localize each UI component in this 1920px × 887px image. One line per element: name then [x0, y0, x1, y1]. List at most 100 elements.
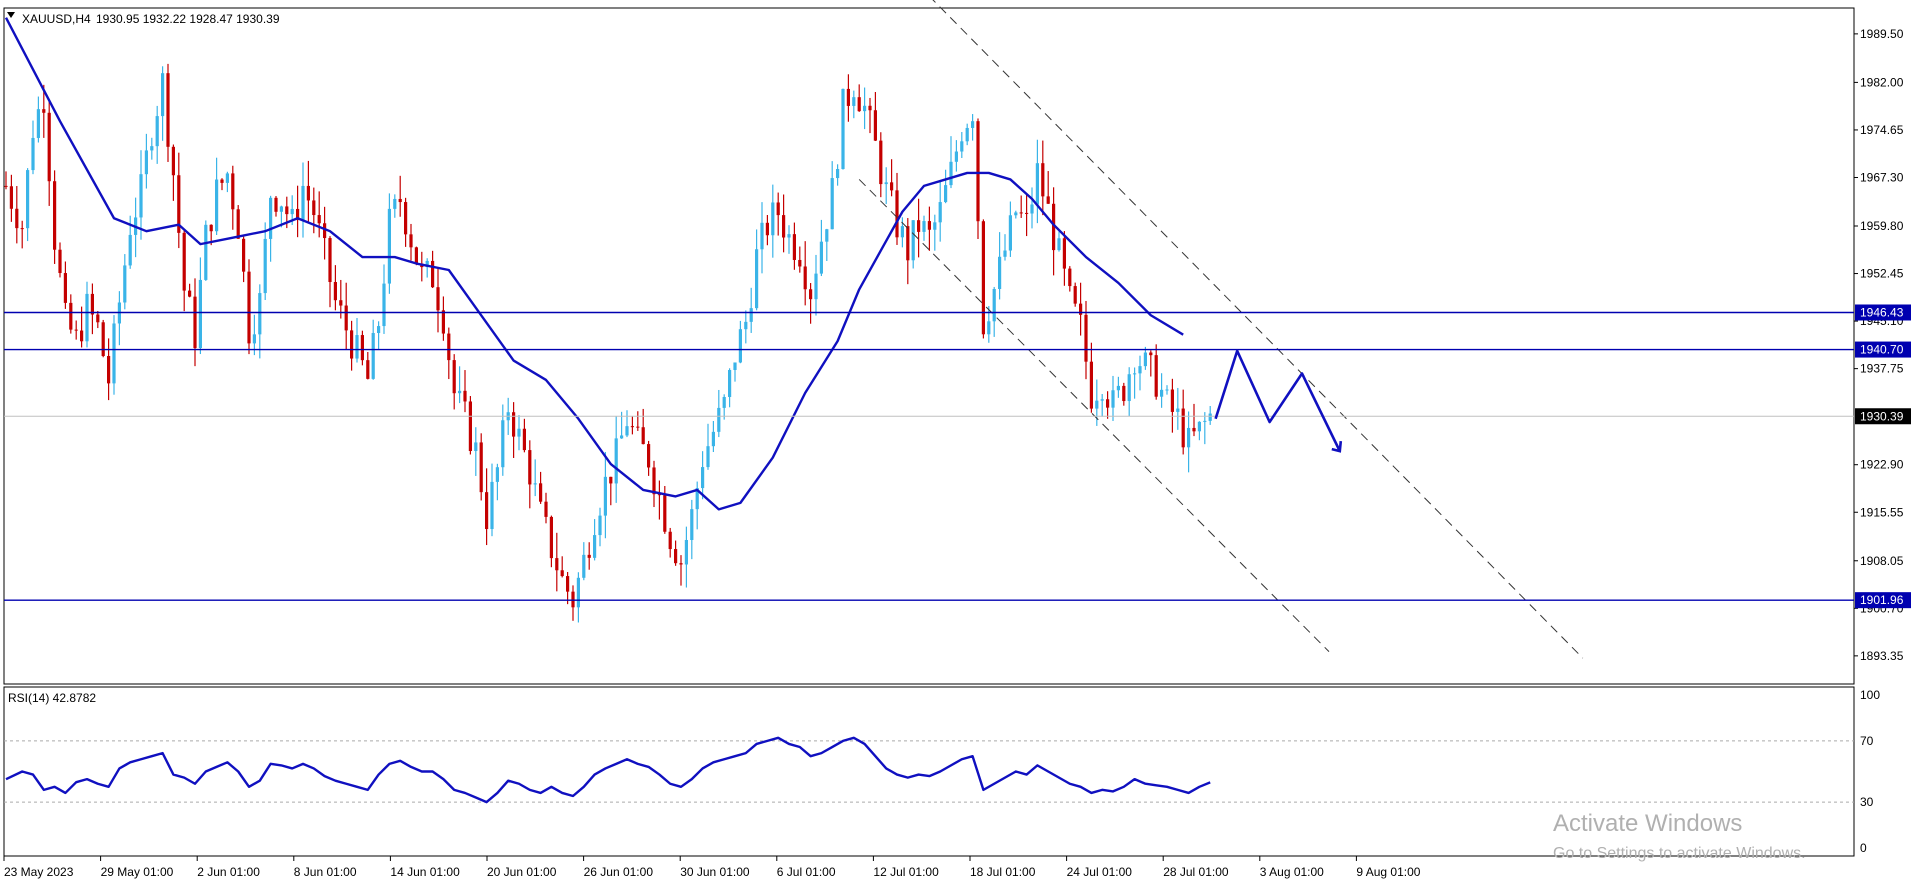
candle-body: [933, 222, 937, 230]
candle-body: [242, 238, 246, 272]
y-tick-label: 1908.05: [1860, 554, 1904, 568]
candle-body: [657, 494, 661, 496]
candle-body: [517, 428, 521, 437]
candle-body: [301, 185, 305, 221]
candle-body: [1084, 314, 1088, 362]
candle-body: [452, 360, 456, 394]
candle-body: [1149, 352, 1153, 356]
rsi-plot-frame: [3, 686, 1855, 857]
candle-body: [603, 476, 607, 516]
x-tick-label: 20 Jun 01:00: [487, 865, 557, 879]
candle-body: [1165, 389, 1169, 391]
candle-body: [971, 121, 975, 128]
candle-body: [1170, 389, 1174, 412]
candle-body: [512, 412, 516, 437]
candle-body: [841, 88, 845, 170]
candle-body: [684, 539, 688, 565]
candle-body: [846, 88, 850, 106]
candle-body: [1138, 366, 1142, 374]
candle-body: [760, 222, 764, 250]
candle-body: [333, 282, 337, 301]
candle-body: [771, 202, 775, 236]
candle-body: [1176, 408, 1180, 412]
x-tick-label: 6 Jul 01:00: [777, 865, 836, 879]
candle-body: [706, 446, 710, 468]
candle-body: [231, 173, 235, 210]
candle-body: [819, 241, 823, 274]
candle-body: [101, 322, 105, 357]
candle-body: [139, 174, 143, 218]
candle-body: [787, 234, 791, 238]
candle-body: [236, 209, 240, 239]
candle-body: [90, 293, 94, 315]
y-tick-label: 1952.45: [1860, 267, 1904, 281]
candle-body: [1003, 250, 1007, 257]
candle-body: [868, 105, 872, 111]
candle-body: [269, 197, 273, 239]
candle-body: [722, 396, 726, 408]
candle-body: [382, 283, 386, 327]
candle-body: [944, 185, 948, 203]
candle-body: [1035, 163, 1039, 205]
candle-body: [463, 390, 467, 402]
candle-body: [647, 444, 651, 468]
candle-body: [1100, 399, 1104, 401]
candle-body: [387, 208, 391, 284]
candle-body: [566, 576, 570, 592]
candle-body: [474, 442, 478, 452]
watermark-line2: Go to Settings to activate Windows.: [1553, 845, 1806, 862]
candle-body: [182, 232, 186, 291]
y-tick-label: 1989.50: [1860, 27, 1904, 41]
candle-body: [458, 390, 462, 394]
candle-body: [258, 293, 262, 335]
candle-body: [198, 279, 202, 349]
candle-body: [728, 369, 732, 397]
collapse-arrow-icon[interactable]: [7, 12, 15, 18]
candle-body: [80, 330, 84, 342]
x-tick-label: 12 Jul 01:00: [873, 865, 939, 879]
candle-body: [701, 467, 705, 489]
candle-body: [166, 73, 170, 147]
candle-body: [4, 185, 8, 187]
candle-body: [247, 271, 251, 344]
candle-body: [414, 247, 418, 264]
candle-body: [155, 116, 159, 147]
y-tick-label: 1974.65: [1860, 123, 1904, 137]
candle-body: [1030, 204, 1034, 214]
candle-body: [776, 202, 780, 216]
current-price-label: 1930.39: [1860, 409, 1904, 423]
candle-body: [927, 221, 931, 230]
candle-body: [177, 175, 181, 233]
y-tick-label: 1937.75: [1860, 362, 1904, 376]
y-tick-label: 1893.35: [1860, 649, 1904, 663]
candle-body: [609, 476, 613, 484]
level-tag: [1855, 341, 1911, 358]
candle-body: [906, 226, 910, 261]
candle-body: [1089, 361, 1093, 409]
level-tag: [1855, 592, 1911, 609]
candle-body: [582, 554, 586, 578]
candle-body: [9, 186, 13, 209]
candle-body: [441, 310, 445, 334]
candle-body: [1160, 389, 1164, 397]
candle-body: [42, 109, 46, 113]
rsi-y-tick-label: 0: [1860, 841, 1867, 855]
candle-body: [765, 222, 769, 236]
candle-body: [1062, 238, 1066, 269]
candle-body: [1008, 215, 1012, 251]
candle-body: [711, 431, 715, 447]
candle-body: [954, 151, 958, 162]
candle-body: [863, 105, 867, 112]
candle-body: [1046, 196, 1050, 204]
candle-body: [1122, 385, 1126, 402]
candle-body: [1019, 212, 1023, 214]
candle-body: [215, 179, 219, 232]
candle-body: [1203, 420, 1207, 422]
candle-body: [528, 450, 532, 485]
projection-arrow-head: [1331, 440, 1343, 453]
candle-body: [560, 570, 564, 577]
candle-body: [598, 515, 602, 536]
candle-body: [1079, 303, 1083, 315]
candle-body: [431, 260, 435, 288]
candle-body: [144, 150, 148, 175]
